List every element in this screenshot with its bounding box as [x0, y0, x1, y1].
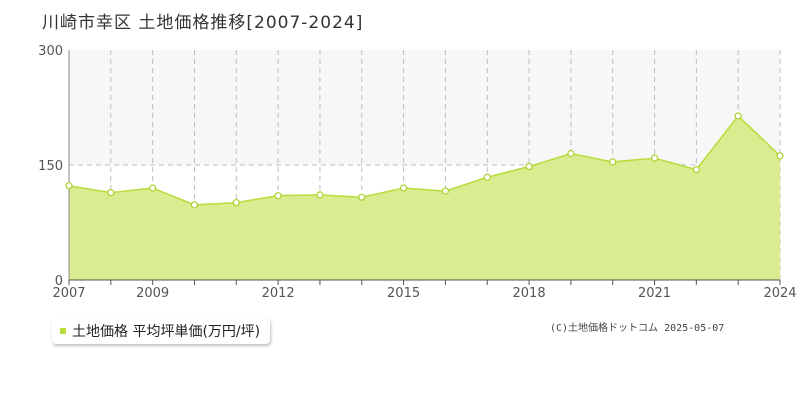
data-point [650, 154, 659, 162]
copyright-text: (C)土地価格ドットコム 2025-05-07 [550, 323, 725, 334]
y-tick-label: 0 [55, 274, 63, 289]
data-point [274, 192, 282, 200]
x-tick-label: 2024 [763, 286, 796, 301]
data-point [734, 112, 742, 120]
data-point [358, 193, 366, 201]
x-tick-label: 2015 [387, 286, 420, 301]
x-tick-label: 2018 [513, 286, 546, 301]
y-tick-label: 150 [38, 159, 63, 174]
series-line [68, 114, 781, 206]
legend-swatch [60, 328, 66, 334]
data-point [567, 149, 575, 158]
x-tick-label: 2007 [52, 286, 85, 301]
y-tick-label: 300 [38, 44, 63, 59]
data-point [316, 191, 324, 199]
series-area [69, 115, 780, 280]
data-point [65, 182, 73, 190]
data-point [483, 173, 491, 181]
data-point [441, 187, 450, 195]
data-point [399, 184, 408, 192]
chart-title: 川崎市幸区 土地価格推移[2007-2024] [42, 13, 364, 33]
legend: 土地価格 平均坪単価(万円/坪) [52, 318, 271, 344]
data-point [692, 166, 700, 174]
data-point [525, 162, 533, 171]
data-point [776, 152, 784, 160]
data-point [232, 198, 240, 207]
x-tick-label: 2012 [262, 286, 295, 301]
data-point [190, 201, 199, 209]
x-tick-label: 2021 [638, 286, 671, 301]
data-point [149, 184, 157, 192]
data-point [107, 189, 115, 197]
x-tick-label: 2009 [136, 286, 169, 301]
data-point [609, 158, 617, 166]
legend-label: 土地価格 平均坪単価(万円/坪) [72, 324, 261, 340]
plot-upper-band [69, 50, 780, 165]
